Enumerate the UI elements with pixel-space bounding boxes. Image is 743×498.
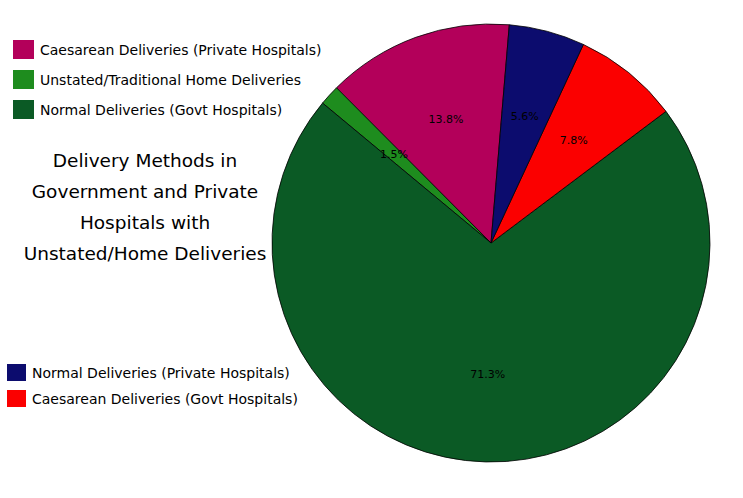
data-labels: 13.8% 1.5% 71.3% 7.8% 5.6% bbox=[380, 110, 588, 381]
pie-slice bbox=[272, 103, 710, 462]
data-label: 13.8% bbox=[428, 113, 463, 126]
legend-label: Normal Deliveries (Private Hospitals) bbox=[32, 365, 290, 381]
title-line: Government and Private bbox=[32, 181, 258, 202]
slices bbox=[272, 24, 710, 462]
legend-swatch bbox=[13, 100, 34, 119]
legend-swatch bbox=[13, 40, 34, 59]
data-label: 71.3% bbox=[470, 368, 505, 381]
chart-container: 13.8% 1.5% 71.3% 7.8% 5.6% Delivery Methods i… bbox=[0, 0, 743, 498]
title-line: Delivery Methods in bbox=[53, 150, 237, 171]
legend-label: Caesarean Deliveries (Govt Hospitals) bbox=[32, 391, 298, 407]
data-label: 1.5% bbox=[380, 148, 408, 161]
title-line: Unstated/Home Deliveries bbox=[24, 243, 267, 264]
chart: 13.8% 1.5% 71.3% 7.8% 5.6% Delivery Methods i… bbox=[0, 0, 743, 498]
legend-swatch bbox=[7, 390, 26, 407]
title: Delivery Methods in Government and Privat… bbox=[24, 150, 267, 264]
background bbox=[0, 0, 743, 498]
legend-label: Normal Deliveries (Govt Hospitals) bbox=[40, 102, 282, 118]
legend-swatch bbox=[13, 70, 34, 89]
title-line: Hospitals with bbox=[80, 212, 210, 233]
data-label: 7.8% bbox=[560, 134, 588, 147]
legend: Caesarean Deliveries (Private Hospitals)… bbox=[13, 40, 321, 119]
legend: Normal Deliveries (Private Hospitals) Cae… bbox=[7, 364, 298, 407]
legend-swatch bbox=[7, 364, 26, 381]
data-label: 5.6% bbox=[511, 110, 539, 123]
legend-label: Caesarean Deliveries (Private Hospitals) bbox=[40, 42, 321, 58]
legend-label: Unstated/Traditional Home Deliveries bbox=[40, 72, 301, 88]
